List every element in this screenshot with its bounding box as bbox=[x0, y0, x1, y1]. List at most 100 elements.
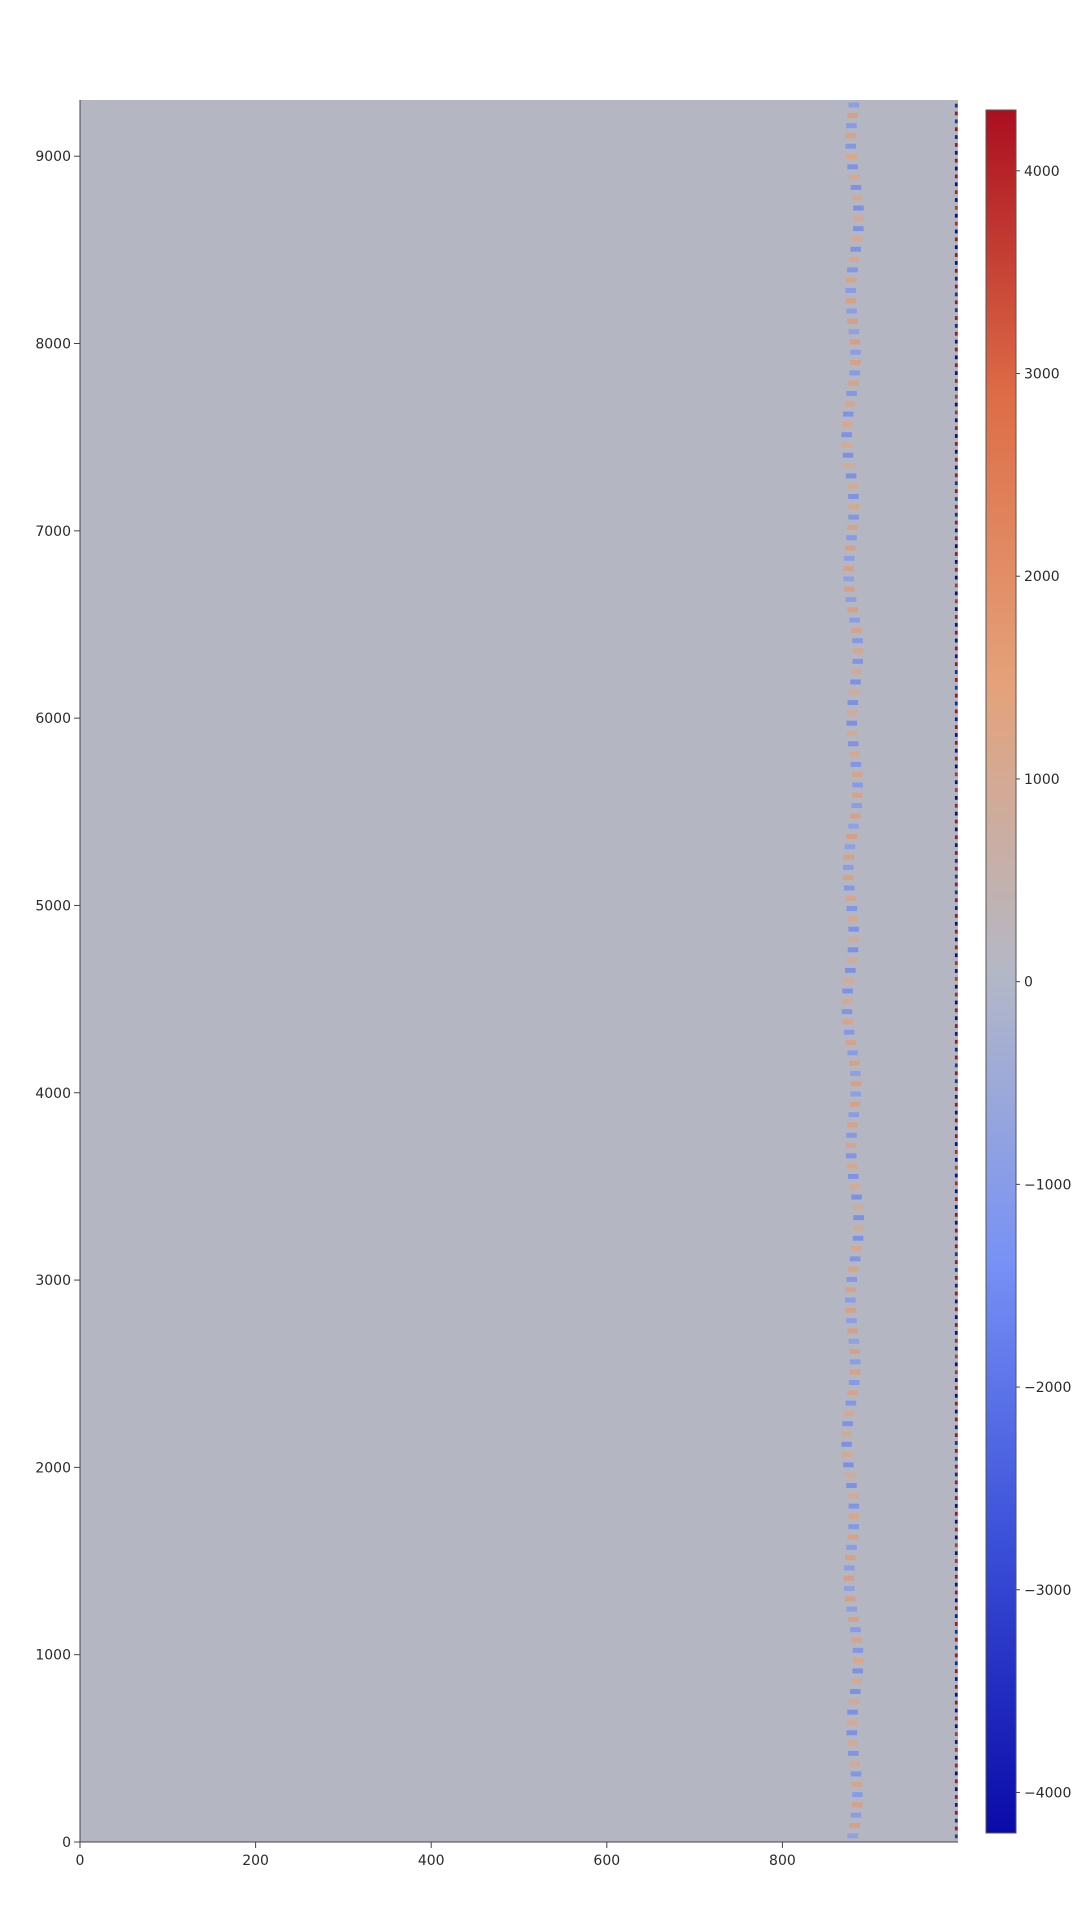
heatmap-cell bbox=[954, 945, 958, 950]
heatmap-cell bbox=[851, 1678, 862, 1684]
heatmap-cell bbox=[848, 823, 859, 829]
y-tick-label: 3000 bbox=[35, 1273, 71, 1289]
heatmap-cell bbox=[847, 1709, 858, 1715]
heatmap-cell bbox=[846, 1730, 858, 1736]
heatmap-cell bbox=[848, 1513, 860, 1519]
heatmap-cell bbox=[954, 1456, 958, 1461]
heatmap-cell bbox=[954, 961, 958, 966]
heatmap-cell bbox=[850, 1627, 861, 1633]
heatmap-cell bbox=[851, 1802, 863, 1808]
heatmap-cell bbox=[954, 1685, 958, 1689]
heatmap-cell bbox=[850, 184, 862, 190]
heatmap-cell bbox=[954, 615, 958, 619]
heatmap-cell bbox=[849, 1689, 861, 1695]
heatmap-cell bbox=[841, 432, 852, 438]
heatmap-cell bbox=[842, 1019, 853, 1025]
heatmap-cell bbox=[954, 1315, 958, 1320]
x-tick-label: 800 bbox=[769, 1853, 796, 1869]
heatmap-cell bbox=[954, 1472, 958, 1477]
heatmap-cell bbox=[848, 380, 859, 386]
heatmap-cell bbox=[954, 1480, 958, 1485]
heatmap-cell bbox=[848, 257, 860, 263]
heatmap-cell bbox=[843, 555, 855, 561]
heatmap-cell bbox=[954, 1551, 958, 1556]
heatmap-cell bbox=[847, 1328, 858, 1334]
heatmap-cell bbox=[845, 143, 857, 149]
heatmap-cell bbox=[850, 1812, 862, 1818]
heatmap-cell bbox=[954, 1244, 958, 1249]
x-tick-label: 600 bbox=[593, 1853, 620, 1869]
heatmap-cell bbox=[954, 520, 958, 525]
heatmap-cell bbox=[954, 457, 958, 462]
plot-area bbox=[80, 100, 958, 1842]
heatmap-cell bbox=[847, 318, 858, 324]
heatmap-cell bbox=[954, 1157, 958, 1162]
heatmap-cell bbox=[848, 1750, 859, 1756]
heatmap-cell bbox=[954, 709, 958, 714]
heatmap-cell bbox=[954, 1464, 958, 1469]
heatmap-cell bbox=[954, 937, 958, 942]
x-tick-label: 200 bbox=[242, 1853, 269, 1869]
heatmap-cell bbox=[852, 1658, 864, 1664]
heatmap-cell bbox=[954, 1629, 958, 1634]
heatmap-cell bbox=[954, 1102, 958, 1107]
heatmap-cell bbox=[845, 1555, 856, 1561]
heatmap-cell bbox=[845, 1040, 857, 1045]
heatmap-cell bbox=[954, 1393, 958, 1398]
heatmap-cell bbox=[954, 772, 958, 777]
heatmap-cell bbox=[954, 245, 958, 250]
heatmap-cell bbox=[954, 1433, 958, 1438]
y-axis: 0 1000 2000 3000 4000 5000 6000 7000 8000 9000 bbox=[35, 100, 81, 1851]
heatmap-cell bbox=[954, 284, 958, 289]
colorbar-tick-label: −3000 bbox=[1024, 1583, 1071, 1599]
heatmap-cell bbox=[954, 646, 958, 651]
heatmap-cell bbox=[954, 544, 958, 549]
heatmap-cell bbox=[954, 1071, 958, 1076]
y-tick-label: 6000 bbox=[35, 711, 71, 727]
heatmap-cell bbox=[954, 1732, 958, 1736]
heatmap-cell bbox=[844, 1472, 856, 1478]
heatmap-cell bbox=[848, 1380, 860, 1385]
heatmap-cell bbox=[954, 583, 958, 588]
heatmap-cell bbox=[848, 494, 859, 499]
heatmap-cell bbox=[850, 679, 861, 685]
heatmap-cell bbox=[954, 1810, 958, 1815]
heatmap-cell bbox=[954, 150, 958, 155]
heatmap-cell bbox=[954, 1771, 958, 1776]
heatmap-cell bbox=[847, 1833, 858, 1839]
heatmap-cell bbox=[852, 638, 863, 644]
heatmap-cell bbox=[843, 1586, 855, 1592]
heatmap-cell bbox=[847, 267, 858, 273]
heatmap-cell bbox=[954, 1448, 958, 1453]
heatmap-cell bbox=[847, 741, 859, 747]
heatmap-cell bbox=[954, 1346, 958, 1351]
heatmap-cell bbox=[954, 410, 958, 415]
heatmap-cell bbox=[954, 591, 958, 596]
heatmap-cell bbox=[954, 1582, 958, 1587]
heatmap-cell bbox=[954, 976, 958, 981]
heatmap-cell bbox=[851, 669, 863, 675]
heatmap-cell bbox=[846, 1163, 858, 1169]
heatmap-cell bbox=[846, 123, 857, 129]
heatmap-cell bbox=[853, 1225, 864, 1231]
heatmap-cell bbox=[954, 1787, 958, 1792]
heatmap-cell bbox=[954, 174, 958, 179]
heatmap-cell bbox=[851, 1246, 863, 1252]
heatmap-cell bbox=[852, 1647, 864, 1653]
heatmap-cell bbox=[954, 261, 958, 265]
heatmap-cell bbox=[843, 566, 854, 572]
heatmap-cell bbox=[954, 1150, 958, 1154]
heatmap-cell bbox=[954, 654, 958, 659]
heatmap-cell bbox=[853, 226, 864, 232]
heatmap-cell bbox=[954, 1409, 958, 1414]
heatmap-cell bbox=[954, 992, 958, 997]
heatmap-cell bbox=[954, 638, 958, 643]
heatmap-cell bbox=[841, 1009, 853, 1015]
heatmap-cell bbox=[842, 411, 854, 417]
heatmap-cell bbox=[846, 730, 858, 736]
heatmap-cell bbox=[849, 370, 860, 376]
heatmap-cell bbox=[954, 489, 958, 493]
heatmap-cell bbox=[954, 953, 958, 958]
heatmap-cell bbox=[954, 788, 958, 792]
heatmap-cell bbox=[954, 339, 958, 344]
